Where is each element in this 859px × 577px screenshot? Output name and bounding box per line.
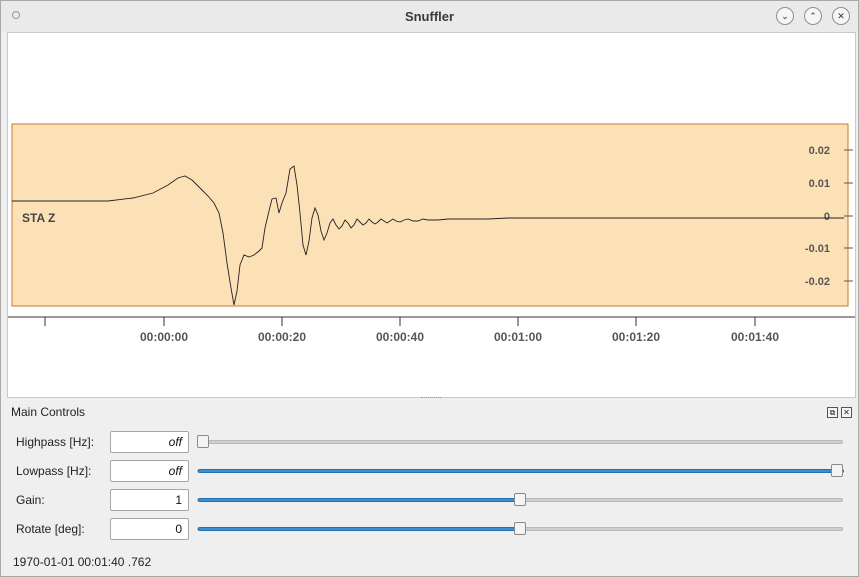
x-tick-label: 00:01:00 (494, 330, 542, 344)
control-label: Lowpass [Hz]: (16, 464, 92, 478)
control-value-field[interactable]: 0 (110, 518, 189, 540)
slider-fill (198, 498, 521, 502)
chevron-down-icon: ⌄ (781, 11, 789, 21)
trace-plot[interactable]: STA Z 0.02 0.01 0 -0.01 -0.02 00:00:00 00:00:… (8, 33, 855, 397)
x-tick-label: 00:00:00 (140, 330, 188, 344)
slider-handle[interactable] (197, 435, 209, 448)
main-controls-panel: Main Controls ⧉ ✕ Highpass [Hz]: off Lowpa… (1, 401, 858, 576)
slider-handle[interactable] (514, 522, 526, 535)
float-panel-button[interactable]: ⧉ (827, 407, 838, 418)
close-icon: ✕ (843, 408, 850, 417)
window-menu-icon[interactable] (12, 11, 20, 19)
y-tick-label: -0.02 (805, 276, 830, 288)
control-slider[interactable] (197, 440, 843, 444)
control-slider[interactable] (197, 469, 844, 473)
close-button[interactable]: ✕ (832, 7, 850, 25)
trace-panel[interactable] (11, 123, 849, 307)
title-bar[interactable]: Snuffler ⌄ ⌃ ✕ (1, 1, 858, 32)
control-value-field[interactable]: off (110, 431, 189, 453)
slider-fill (198, 527, 521, 531)
control-value-field[interactable]: 1 (110, 489, 189, 511)
slider-handle[interactable] (514, 493, 526, 506)
slider-handle[interactable] (831, 464, 843, 477)
control-label: Gain: (16, 493, 45, 507)
x-tick-label: 00:00:20 (258, 330, 306, 344)
y-tick-label: 0.02 (809, 145, 830, 157)
maximize-button[interactable]: ⌃ (804, 7, 822, 25)
trace-label: STA Z (22, 211, 55, 225)
y-tick-label: -0.01 (805, 243, 830, 255)
chevron-up-icon: ⌃ (809, 11, 817, 21)
waveform-trace (12, 165, 844, 306)
close-icon: ✕ (837, 11, 845, 21)
slider-fill (198, 469, 844, 473)
minimize-button[interactable]: ⌄ (776, 7, 794, 25)
x-tick-label: 00:00:40 (376, 330, 424, 344)
splitter-handle[interactable] (421, 397, 441, 401)
close-panel-button[interactable]: ✕ (841, 407, 852, 418)
y-tick-label: 0 (824, 211, 830, 223)
trace-viewer[interactable]: STA Z 0.02 0.01 0 -0.01 -0.02 00:00:00 00:00:… (7, 32, 856, 398)
status-time: 1970-01-01 00:01:40 .762 (13, 555, 152, 569)
x-tick-label: 00:01:20 (612, 330, 660, 344)
window-title: Snuffler (404, 9, 455, 24)
control-label: Highpass [Hz]: (16, 435, 95, 449)
control-value-field[interactable]: off (110, 460, 189, 482)
x-tick-label: 00:01:40 (731, 330, 779, 344)
restore-icon: ⧉ (829, 408, 836, 417)
y-tick-label: 0.01 (809, 178, 830, 190)
control-label: Rotate [deg]: (16, 522, 85, 536)
panel-title: Main Controls (11, 405, 86, 419)
